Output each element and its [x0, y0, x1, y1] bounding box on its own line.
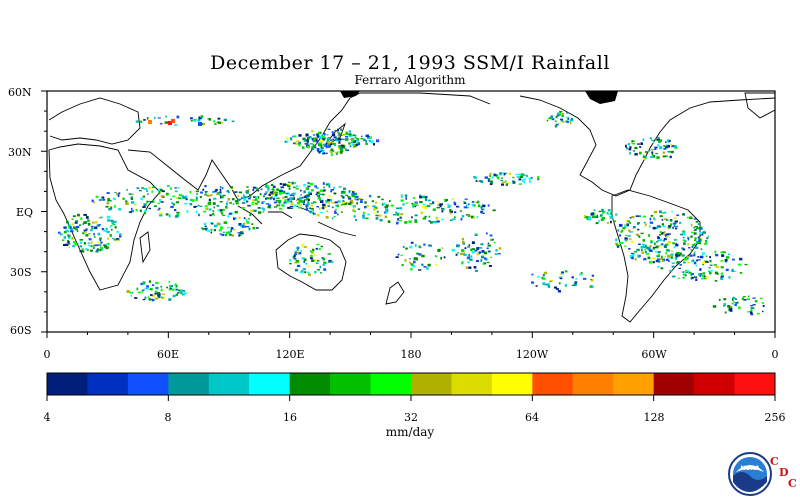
colorbar-swatch [572, 373, 614, 395]
colorbar-swatch [208, 373, 250, 395]
colorbar-swatch [127, 373, 169, 395]
lat-label-eq: EQ [16, 206, 34, 219]
lon-label-120w: 120W [515, 348, 549, 361]
map-frame [46, 90, 776, 333]
nz-coastline [385, 281, 405, 305]
south-america-coastline [611, 189, 701, 323]
colorbar-swatch [168, 373, 210, 395]
longitude-ticks [46, 332, 776, 338]
latitude-ticks [41, 90, 47, 333]
indonesia-coastline [237, 205, 357, 237]
lon-label-0-west: 0 [43, 348, 51, 361]
colorbar-swatch [411, 373, 452, 395]
colorbar-swatch [47, 373, 88, 395]
map-subtitle: Ferraro Algorithm [354, 73, 466, 87]
colorbar-swatch [330, 373, 372, 395]
north-america-coastline [519, 95, 775, 197]
lat-label-30n: 30N [8, 146, 32, 159]
cdc-letter-1: C [770, 455, 779, 468]
colorbar-swatch [653, 373, 695, 395]
colorbar-swatch [370, 373, 412, 395]
lat-label-30s: 30S [10, 266, 32, 279]
greenland-coastline [744, 92, 775, 119]
colorbar-units: mm/day [385, 425, 435, 439]
madagascar-coastline [139, 231, 151, 264]
colorbar-swatch [532, 373, 574, 395]
lon-label-60w: 60W [641, 348, 667, 361]
colorbar-tick-128: 128 [643, 411, 665, 424]
australia-coastline [275, 233, 347, 291]
colorbar-swatch [613, 373, 655, 395]
colorbar-swatch [491, 373, 533, 395]
colorbar-tick-64: 64 [525, 411, 539, 424]
rainfall-patches [57, 110, 765, 316]
colorbar-tick-4: 4 [43, 411, 51, 424]
lon-label-180: 180 [400, 348, 422, 361]
lon-label-60e: 60E [156, 348, 180, 361]
africa-coastline [48, 143, 161, 291]
europe-coastline [48, 97, 141, 145]
lat-label-60s: 60S [10, 324, 32, 337]
colorbar-swatch [734, 373, 776, 395]
cdc-letter-3: C [788, 477, 797, 490]
map-title: December 17 – 21, 1993 SSM/I Rainfall [210, 52, 610, 74]
colorbar-swatch [694, 373, 736, 395]
lon-label-120e: 120E [275, 348, 305, 361]
colorbar-swatch [87, 373, 129, 395]
colorbar-tick-256: 256 [764, 411, 786, 424]
colorbar-swatch [249, 373, 291, 395]
colorbar [46, 372, 776, 401]
colorbar-tick-16: 16 [283, 411, 297, 424]
colorbar-swatch [289, 373, 331, 395]
lon-label-0-east: 0 [771, 348, 779, 361]
noaa-logo: NOAA [728, 452, 772, 496]
cdc-letter-2: D [779, 466, 789, 479]
arctic-no-data [340, 91, 618, 104]
colorbar-swatch [451, 373, 493, 395]
colorbar-tick-8: 8 [164, 411, 172, 424]
colorbar-tick-32: 32 [404, 411, 418, 424]
noaa-logo-text: NOAA [740, 465, 760, 472]
lat-label-60n: 60N [8, 86, 32, 99]
